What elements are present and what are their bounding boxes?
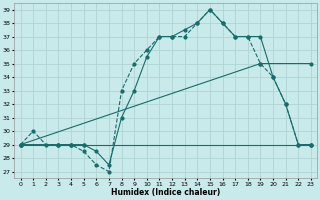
- X-axis label: Humidex (Indice chaleur): Humidex (Indice chaleur): [111, 188, 220, 197]
